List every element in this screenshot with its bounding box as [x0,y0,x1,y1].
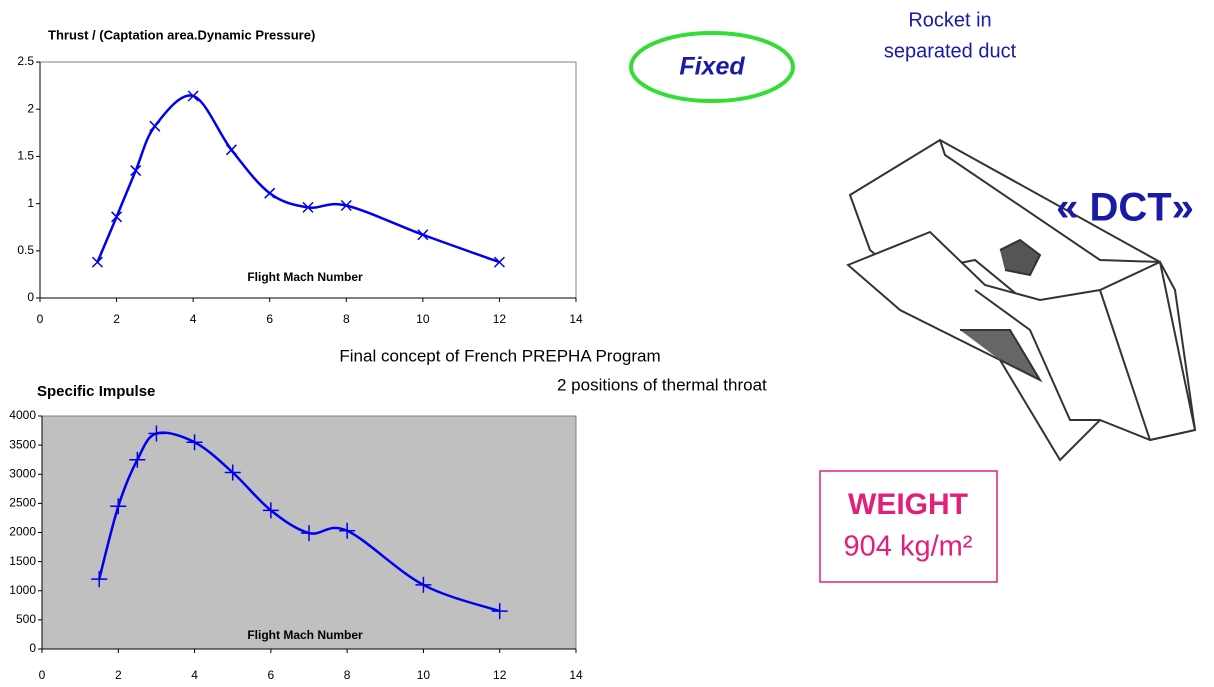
dct-label: « DCT» [1056,186,1194,230]
point-marker [187,90,199,102]
y-tick-label: 1 [27,196,34,210]
x-tick-label: 8 [343,312,350,326]
x-tick-label: 14 [569,312,583,326]
x-tick-label: 6 [268,668,275,682]
point-marker [491,603,508,620]
rocket-label: Rocket in [908,9,991,31]
x-tick-label: 4 [191,668,198,682]
x-tick-label: 8 [344,668,351,682]
y-tick-label: 1000 [9,583,36,597]
point-marker [493,256,505,268]
plot-area [39,61,577,299]
engine-drawing [846,138,1197,462]
fixed-label: Fixed [679,53,745,81]
y-tick-label: 2000 [9,525,36,539]
point-marker [301,525,317,542]
concept-label: Final concept of French PREPHA Program [339,346,660,365]
point-marker [262,502,279,519]
point-marker [225,144,237,156]
x-tick-label: 12 [493,668,507,682]
x-tick-label: 4 [190,312,197,326]
point-marker [110,498,127,515]
y-tick-label: 3000 [9,466,36,480]
chart-title: Specific Impulse [37,383,155,400]
x-tick-label: 10 [417,668,431,682]
weight-title: WEIGHT [848,488,968,521]
fixed-ellipse [629,31,795,103]
point-marker [149,120,161,132]
point-marker [340,199,352,212]
y-tick-label: 0 [27,290,34,304]
point-marker [264,187,276,199]
y-tick-label: 2.5 [17,54,34,68]
point-marker [129,451,146,468]
point-marker [91,571,108,588]
series-line [98,431,501,613]
y-tick-label: 2500 [9,496,36,510]
x-tick-label: 0 [39,668,46,682]
x-axis-label: Flight Mach Number [247,628,363,642]
y-tick-label: 4000 [9,408,36,422]
weight-value: 904 kg/m² [844,531,973,563]
point-marker [417,229,429,241]
point-marker [186,434,203,451]
point-marker [148,425,165,442]
chart-title: Thrust / (Captation area.Dynamic Pressur… [48,27,315,42]
x-tick-label: 14 [569,668,583,682]
x-tick-label: 12 [493,312,507,326]
x-tick-label: 0 [37,312,44,326]
x-axis-label: Flight Mach Number [247,270,363,284]
y-tick-label: 500 [16,612,36,626]
y-tick-label: 0.5 [17,243,34,257]
y-tick-label: 1.5 [17,149,34,163]
throat-label: 2 positions of thermal throat [557,375,767,394]
y-tick-label: 3500 [9,437,36,451]
point-marker [111,211,123,223]
rocket-label: separated duct [884,40,1017,62]
point-marker [415,576,432,593]
point-marker [302,201,314,213]
y-tick-label: 0 [29,641,36,655]
x-tick-label: 2 [113,312,120,326]
x-tick-label: 10 [416,312,430,326]
point-marker [130,165,142,177]
y-tick-label: 2 [27,101,34,115]
y-tick-label: 1500 [9,554,36,568]
point-marker [224,464,241,481]
point-marker [339,522,356,539]
x-tick-label: 2 [115,668,122,682]
weight-box [819,470,998,583]
x-tick-label: 6 [266,312,273,326]
point-marker [91,256,103,268]
